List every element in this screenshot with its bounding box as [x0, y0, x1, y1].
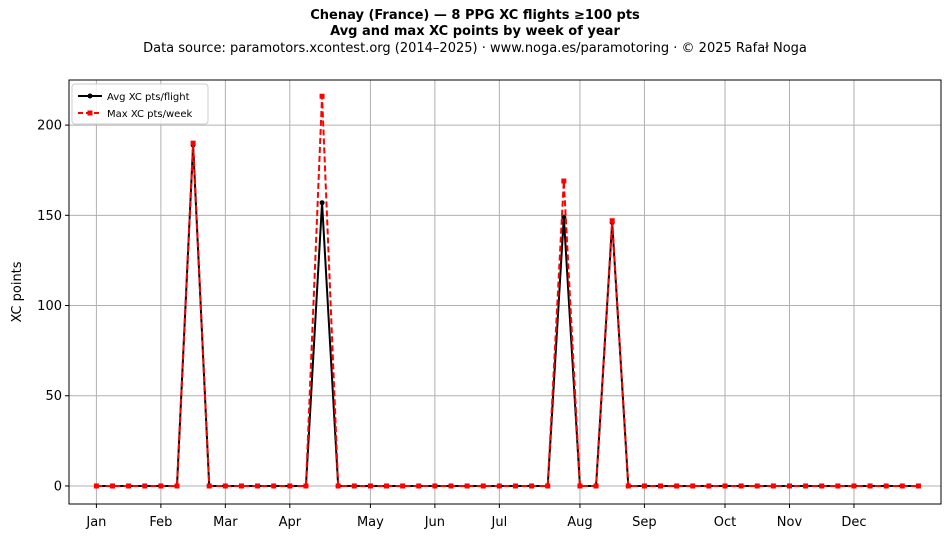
- x-tick-label: Dec: [841, 515, 866, 530]
- data-point: [271, 483, 277, 489]
- chart-title: Chenay (France) — 8 PPG XC flights ≥100 …: [310, 8, 640, 23]
- chart-source-note: Data source: paramotors.xcontest.org (20…: [143, 41, 807, 56]
- data-point: [835, 483, 841, 489]
- data-point: [142, 483, 148, 489]
- data-point: [110, 483, 116, 489]
- x-axis-ticks: Jan Feb Mar Apr May Jun Jul Aug Sep Oct Nov Dec: [85, 504, 867, 530]
- x-tick-label: May: [357, 515, 384, 530]
- legend-avg-label: Avg XC pts/flight: [107, 92, 190, 103]
- data-point: [432, 483, 438, 489]
- data-point: [448, 483, 454, 489]
- plot-area-frame: [68, 79, 942, 505]
- x-tick-label: Aug: [567, 515, 592, 530]
- series-line: [96, 143, 919, 487]
- data-point: [658, 483, 664, 489]
- data-point: [915, 483, 921, 489]
- data-point: [641, 483, 647, 489]
- data-point: [561, 178, 567, 184]
- legend-avg-marker: [87, 93, 93, 99]
- data-point: [206, 483, 212, 489]
- chart-title-block: Chenay (France) — 8 PPG XC flights ≥100 …: [0, 8, 950, 58]
- y-tick-label: 150: [37, 209, 62, 224]
- data-point: [351, 483, 357, 489]
- data-point: [126, 483, 132, 489]
- y-tick-label: 0: [54, 479, 62, 494]
- data-point: [319, 200, 325, 206]
- data-point: [883, 483, 889, 489]
- x-tick-label: Sep: [632, 515, 657, 530]
- data-point: [238, 483, 244, 489]
- data-point: [464, 483, 470, 489]
- data-point: [529, 483, 535, 489]
- x-tick-label: Jan: [85, 515, 106, 530]
- data-point: [593, 483, 599, 489]
- data-point: [158, 483, 164, 489]
- data-point: [480, 483, 486, 489]
- data-point: [190, 140, 196, 146]
- y-axis-ticks: 0 50 100 150 200: [37, 119, 69, 494]
- data-point: [786, 483, 792, 489]
- data-point: [803, 483, 809, 489]
- legend-max-label: Max XC pts/week: [107, 109, 192, 120]
- x-tick-label: Jul: [491, 515, 508, 530]
- legend-item-max: Max XC pts/week: [78, 109, 192, 120]
- x-tick-label: Oct: [714, 515, 736, 530]
- data-point: [867, 483, 873, 489]
- chart-subtitle: Avg and max XC points by week of year: [330, 24, 620, 39]
- data-point: [899, 483, 905, 489]
- data-point: [690, 483, 696, 489]
- data-point: [674, 483, 680, 489]
- y-axis-label: XC points: [10, 261, 25, 322]
- legend-max-marker: [87, 110, 93, 116]
- data-point: [93, 483, 99, 489]
- data-point: [851, 483, 857, 489]
- data-point: [303, 483, 309, 489]
- data-point: [545, 483, 551, 489]
- data-point: [770, 483, 776, 489]
- legend-box: [71, 83, 209, 125]
- data-point: [512, 483, 518, 489]
- x-tick-label: Nov: [777, 515, 803, 530]
- data-point: [609, 218, 615, 224]
- data-point: [367, 483, 373, 489]
- y-tick-label: 50: [45, 389, 62, 404]
- data-point: [400, 483, 406, 489]
- data-point: [384, 483, 390, 489]
- x-tick-label: Feb: [149, 515, 172, 530]
- data-point: [255, 483, 261, 489]
- x-tick-label: Apr: [279, 515, 302, 530]
- legend-item-avg: Avg XC pts/flight: [78, 92, 190, 103]
- data-point: [722, 483, 728, 489]
- y-tick-label: 100: [37, 299, 62, 314]
- series-line: [96, 95, 919, 487]
- data-point: [222, 483, 228, 489]
- series-avg: [93, 142, 921, 489]
- data-series: [93, 93, 921, 489]
- data-point: [706, 483, 712, 489]
- x-tick-label: Mar: [213, 515, 238, 530]
- data-point: [335, 483, 341, 489]
- data-point: [819, 483, 825, 489]
- data-point: [319, 93, 325, 99]
- data-point: [496, 483, 502, 489]
- data-point: [754, 483, 760, 489]
- data-point: [625, 483, 631, 489]
- data-point: [416, 483, 422, 489]
- y-tick-label: 200: [37, 119, 62, 134]
- series-max: [93, 93, 921, 489]
- x-tick-label: Jun: [424, 515, 445, 530]
- data-point: [738, 483, 744, 489]
- data-point: [287, 483, 293, 489]
- legend: Avg XC pts/flight Max XC pts/week: [71, 83, 209, 125]
- data-point: [577, 483, 583, 489]
- data-point: [174, 483, 180, 489]
